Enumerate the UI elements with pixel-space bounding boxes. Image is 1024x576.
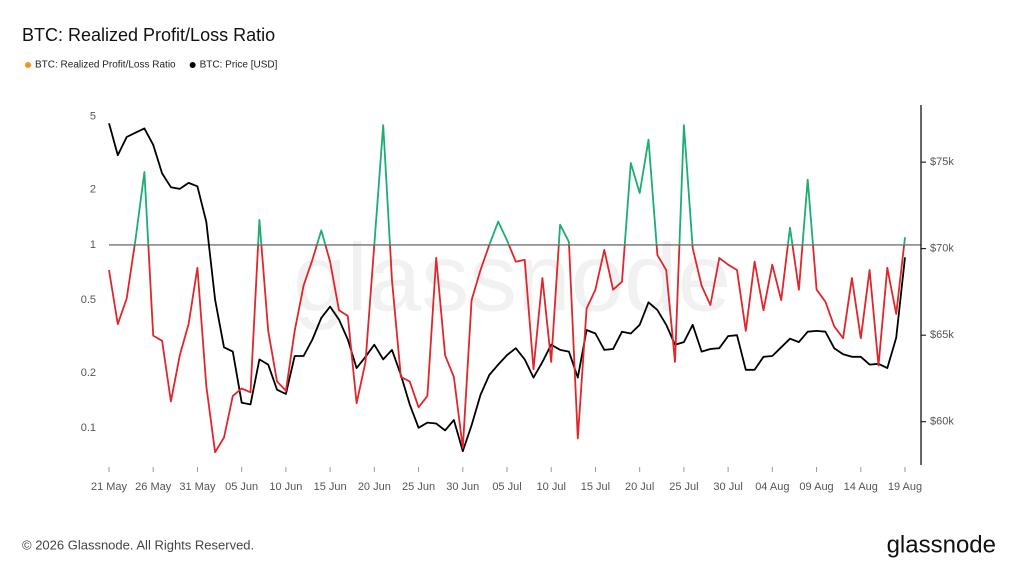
y-tick-label: 1 xyxy=(90,239,96,251)
x-tick-label: 20 Jun xyxy=(358,481,391,493)
x-tick-label: 26 May xyxy=(135,481,172,493)
x-tick-label: 14 Aug xyxy=(844,481,878,493)
chart-title: BTC: Realized Profit/Loss Ratio xyxy=(22,25,275,45)
legend-marker xyxy=(189,62,196,68)
y-tick-label: 5 xyxy=(90,111,96,123)
x-tick-label: 09 Aug xyxy=(799,481,833,493)
x-tick-label: 15 Jul xyxy=(581,481,610,493)
x-tick-label: 10 Jun xyxy=(269,481,302,493)
watermark: glassnode xyxy=(293,224,731,331)
y-tick-label: 0.5 xyxy=(81,294,96,306)
y2-tick-label: $70k xyxy=(930,243,954,255)
legend-label: BTC: Price [USD] xyxy=(200,60,278,71)
y2-tick-label: $65k xyxy=(930,329,954,341)
footer: © 2026 Glassnode. All Rights Reserved. xyxy=(22,537,254,552)
x-tick-label: 15 Jun xyxy=(314,481,347,493)
x-tick-label: 10 Jul xyxy=(537,481,566,493)
legend-marker xyxy=(25,62,31,68)
y2-tick-label: $75k xyxy=(930,156,954,168)
x-tick-label: 25 Jun xyxy=(402,481,435,493)
x-tick-label: 05 Jul xyxy=(492,481,521,493)
logo: glassnode xyxy=(887,531,996,558)
y2-tick-label: $60k xyxy=(930,416,954,428)
x-tick-label: 31 May xyxy=(179,481,216,493)
y-tick-label: 0.1 xyxy=(81,422,96,434)
x-tick-label: 21 May xyxy=(91,481,128,493)
y-tick-label: 2 xyxy=(90,184,96,196)
legend-label: BTC: Realized Profit/Loss Ratio xyxy=(35,60,176,71)
series-line xyxy=(108,124,906,454)
y-tick-label: 0.2 xyxy=(81,367,96,379)
series-line xyxy=(108,122,906,453)
x-tick-label: 05 Jun xyxy=(225,481,258,493)
x-tick-label: 25 Jul xyxy=(669,481,698,493)
x-tick-label: 19 Aug xyxy=(888,481,922,493)
x-tick-label: 04 Aug xyxy=(755,481,789,493)
x-tick-label: 30 Jun xyxy=(446,481,479,493)
x-tick-label: 30 Jul xyxy=(713,481,742,493)
x-tick-label: 20 Jul xyxy=(625,481,654,493)
